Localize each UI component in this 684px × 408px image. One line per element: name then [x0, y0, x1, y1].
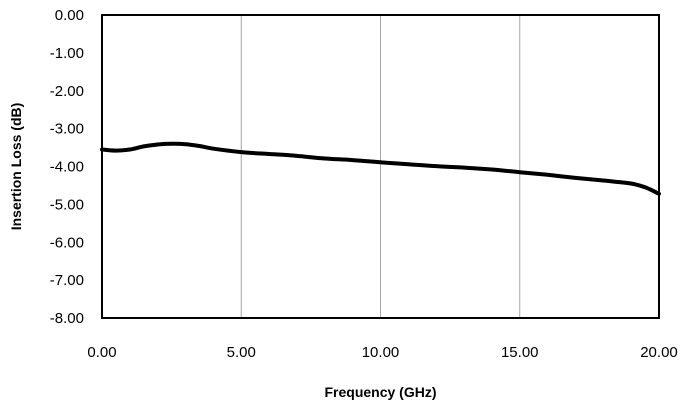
x-axis-title: Frequency (GHz) [324, 384, 436, 400]
y-tick-label: -7.00 [50, 272, 84, 289]
y-tick-label: -4.00 [50, 159, 84, 176]
x-axis-ticks: 0.00 5.00 10.00 15.00 20.00 [87, 344, 677, 361]
insertion-loss-series-line [100, 141, 661, 196]
y-tick-label: -3.00 [50, 121, 84, 138]
y-tick-label: -2.00 [50, 83, 84, 100]
y-tick-label: -1.00 [50, 45, 84, 62]
grid-lines [240, 15, 521, 318]
x-tick-label: 10.00 [362, 344, 400, 361]
y-tick-label: -6.00 [50, 234, 84, 251]
x-tick-label: 20.00 [640, 344, 678, 361]
x-tick-label: 15.00 [501, 344, 539, 361]
y-axis-title: Insertion Loss (dB) [8, 103, 24, 231]
y-tick-label: -5.00 [50, 196, 84, 213]
y-tick-label: 0.00 [55, 7, 84, 24]
plot-area [101, 14, 660, 319]
series-group [100, 141, 661, 196]
y-tick-label: -8.00 [50, 310, 84, 327]
x-tick-label: 5.00 [227, 344, 256, 361]
y-axis-ticks: 0.00 -1.00 -2.00 -3.00 -4.00 -5.00 -6.00 -7.00 -… [50, 7, 84, 327]
x-tick-label: 0.00 [87, 344, 116, 361]
